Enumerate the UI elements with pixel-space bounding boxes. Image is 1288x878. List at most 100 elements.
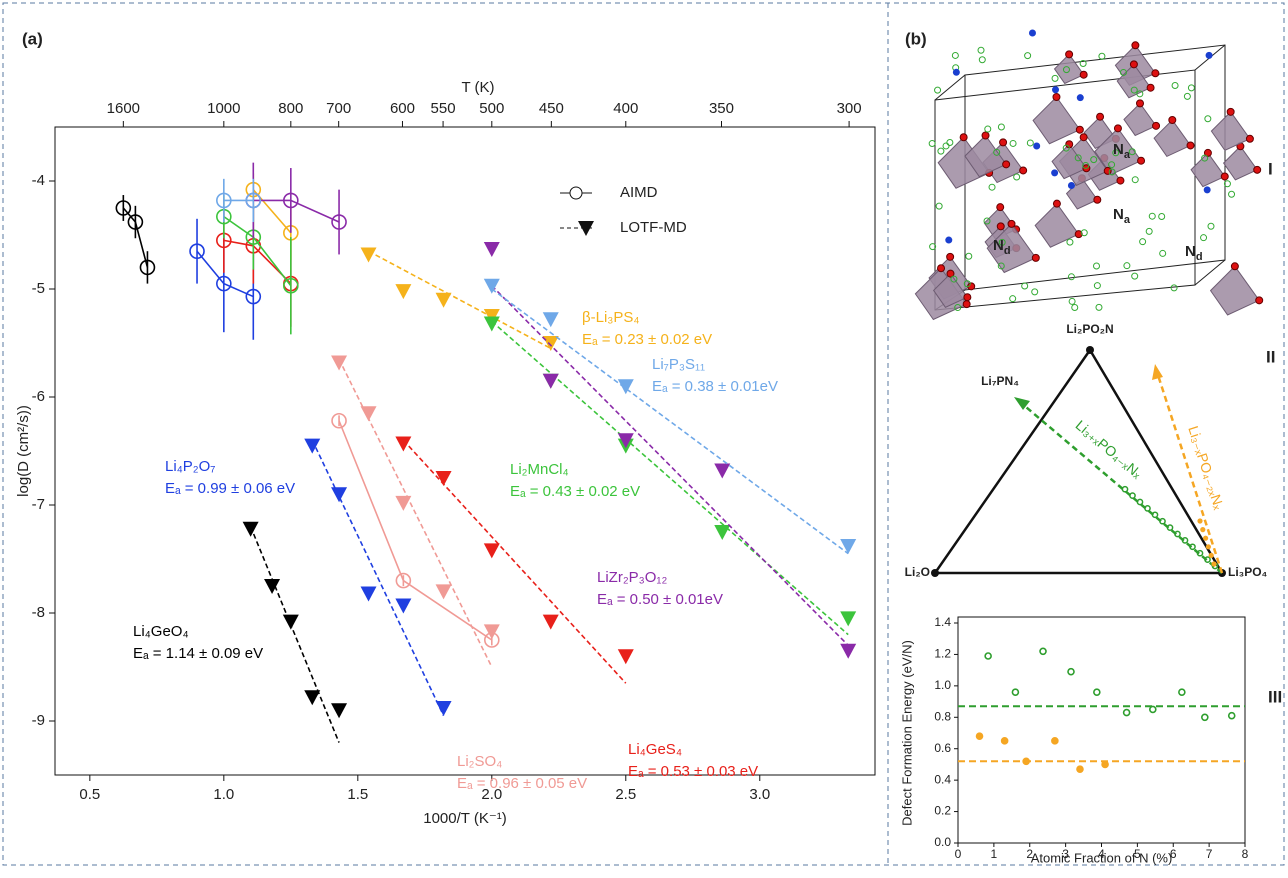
atom (935, 87, 941, 93)
atom (1172, 83, 1178, 89)
legend-label: LOTF-MD (620, 219, 687, 236)
activation-energy: Eₐ = 0.99 ± 0.06 eV (165, 480, 295, 497)
atom (1188, 85, 1194, 91)
x-tick-label: 1.5 (347, 786, 368, 803)
composition-dot (1130, 493, 1135, 498)
composition-dot (1145, 506, 1150, 511)
fit-line (251, 527, 339, 743)
atom (1022, 283, 1028, 289)
atom (1132, 177, 1138, 183)
x2-tick-label: 300 (837, 100, 862, 117)
series-label: β-Li₃PS₄ (582, 309, 640, 326)
defect-energy-chart: 0123456780.00.20.40.60.81.01.21.4Atomic … (899, 615, 1248, 865)
lotf-point (714, 525, 730, 540)
atom (1068, 182, 1075, 189)
atom (1032, 289, 1038, 295)
composition-dot (1206, 544, 1211, 549)
atom (1227, 108, 1234, 115)
atom (1053, 94, 1060, 101)
atom (1072, 305, 1078, 311)
panel-label: (b) (905, 29, 927, 48)
atom (1254, 166, 1261, 173)
atom (1187, 142, 1194, 149)
x2-tick-label: 1600 (107, 100, 140, 117)
atom (1160, 250, 1166, 256)
atom (1169, 116, 1176, 123)
y-tick-label: -7 (32, 496, 45, 513)
data-point (1068, 669, 1074, 675)
lotf-point (618, 649, 634, 664)
lotf-point (243, 522, 259, 537)
composition-dot (1137, 499, 1142, 504)
atom (1132, 273, 1138, 279)
lotf-point (283, 615, 299, 630)
data-point (1150, 706, 1156, 712)
y-tick-label: -9 (32, 712, 45, 729)
atom (1114, 125, 1121, 132)
atom (1094, 283, 1100, 289)
activation-energy: Eₐ = 1.14 ± 0.09 eV (133, 645, 263, 662)
lotf-point (436, 701, 452, 716)
activation-energy: Eₐ = 0.23 ± 0.02 eV (582, 331, 712, 348)
atom (938, 265, 945, 272)
y-tick-label: 0.6 (934, 741, 951, 755)
atom (989, 184, 995, 190)
data-point (1023, 758, 1029, 764)
cell-edge (935, 70, 1195, 310)
fit-line (369, 251, 551, 348)
lotf-point (484, 317, 500, 332)
atom (1208, 223, 1214, 229)
atom (1025, 53, 1031, 59)
x2-tick-label: 1000 (207, 100, 240, 117)
atom (1008, 220, 1015, 227)
fit-line (339, 359, 492, 667)
atom (945, 237, 952, 244)
atom (1152, 70, 1159, 77)
site-label-sub: d (1196, 251, 1203, 263)
series-label: Li₂MnCl₄ (510, 461, 569, 478)
data-point (1124, 710, 1130, 716)
atom (1032, 254, 1039, 261)
lotf-point (331, 703, 347, 718)
atom (1136, 100, 1143, 107)
lotf-point (264, 579, 280, 594)
lotf-point (361, 247, 377, 262)
atom (1029, 29, 1036, 36)
data-point (985, 653, 991, 659)
data-point (1052, 738, 1058, 744)
legend-marker (570, 187, 582, 199)
panel-label: (a) (22, 29, 43, 48)
data-point (977, 733, 983, 739)
x2-tick-label: 600 (390, 100, 415, 117)
x-tick-label: 2.5 (615, 786, 636, 803)
y-tick-label: -4 (32, 172, 45, 189)
site-label-main: N (1113, 206, 1124, 223)
lotf-point (484, 543, 500, 558)
tetrahedron (1211, 112, 1250, 151)
fit-line (312, 440, 443, 715)
activation-energy: Eₐ = 0.96 ± 0.05 eV (457, 775, 587, 792)
lotf-point (395, 496, 411, 511)
activation-energy: Eₐ = 0.38 ± 0.01eV (652, 378, 778, 395)
series-label: Li₄GeS₄ (628, 741, 682, 758)
atom (1117, 177, 1124, 184)
x2-tick-label: 500 (479, 100, 504, 117)
atom (1077, 94, 1084, 101)
atom (1033, 142, 1040, 149)
x-tick-label: 3.0 (749, 786, 770, 803)
x2-tick-label: 700 (326, 100, 351, 117)
y-tick-label: 1.4 (934, 615, 951, 629)
tetrahedron (1124, 103, 1156, 135)
atom (1184, 93, 1190, 99)
atom (1080, 134, 1087, 141)
atom (1097, 113, 1104, 120)
lotf-point (714, 463, 730, 478)
lotf-point (395, 284, 411, 299)
vertex (931, 569, 939, 577)
y-tick-label: 0.0 (934, 835, 951, 849)
composition-dot (1211, 561, 1216, 566)
atom (1068, 274, 1074, 280)
atom (1149, 213, 1155, 219)
x-tick-label: 0 (955, 847, 962, 861)
section-label: I (1268, 159, 1273, 178)
